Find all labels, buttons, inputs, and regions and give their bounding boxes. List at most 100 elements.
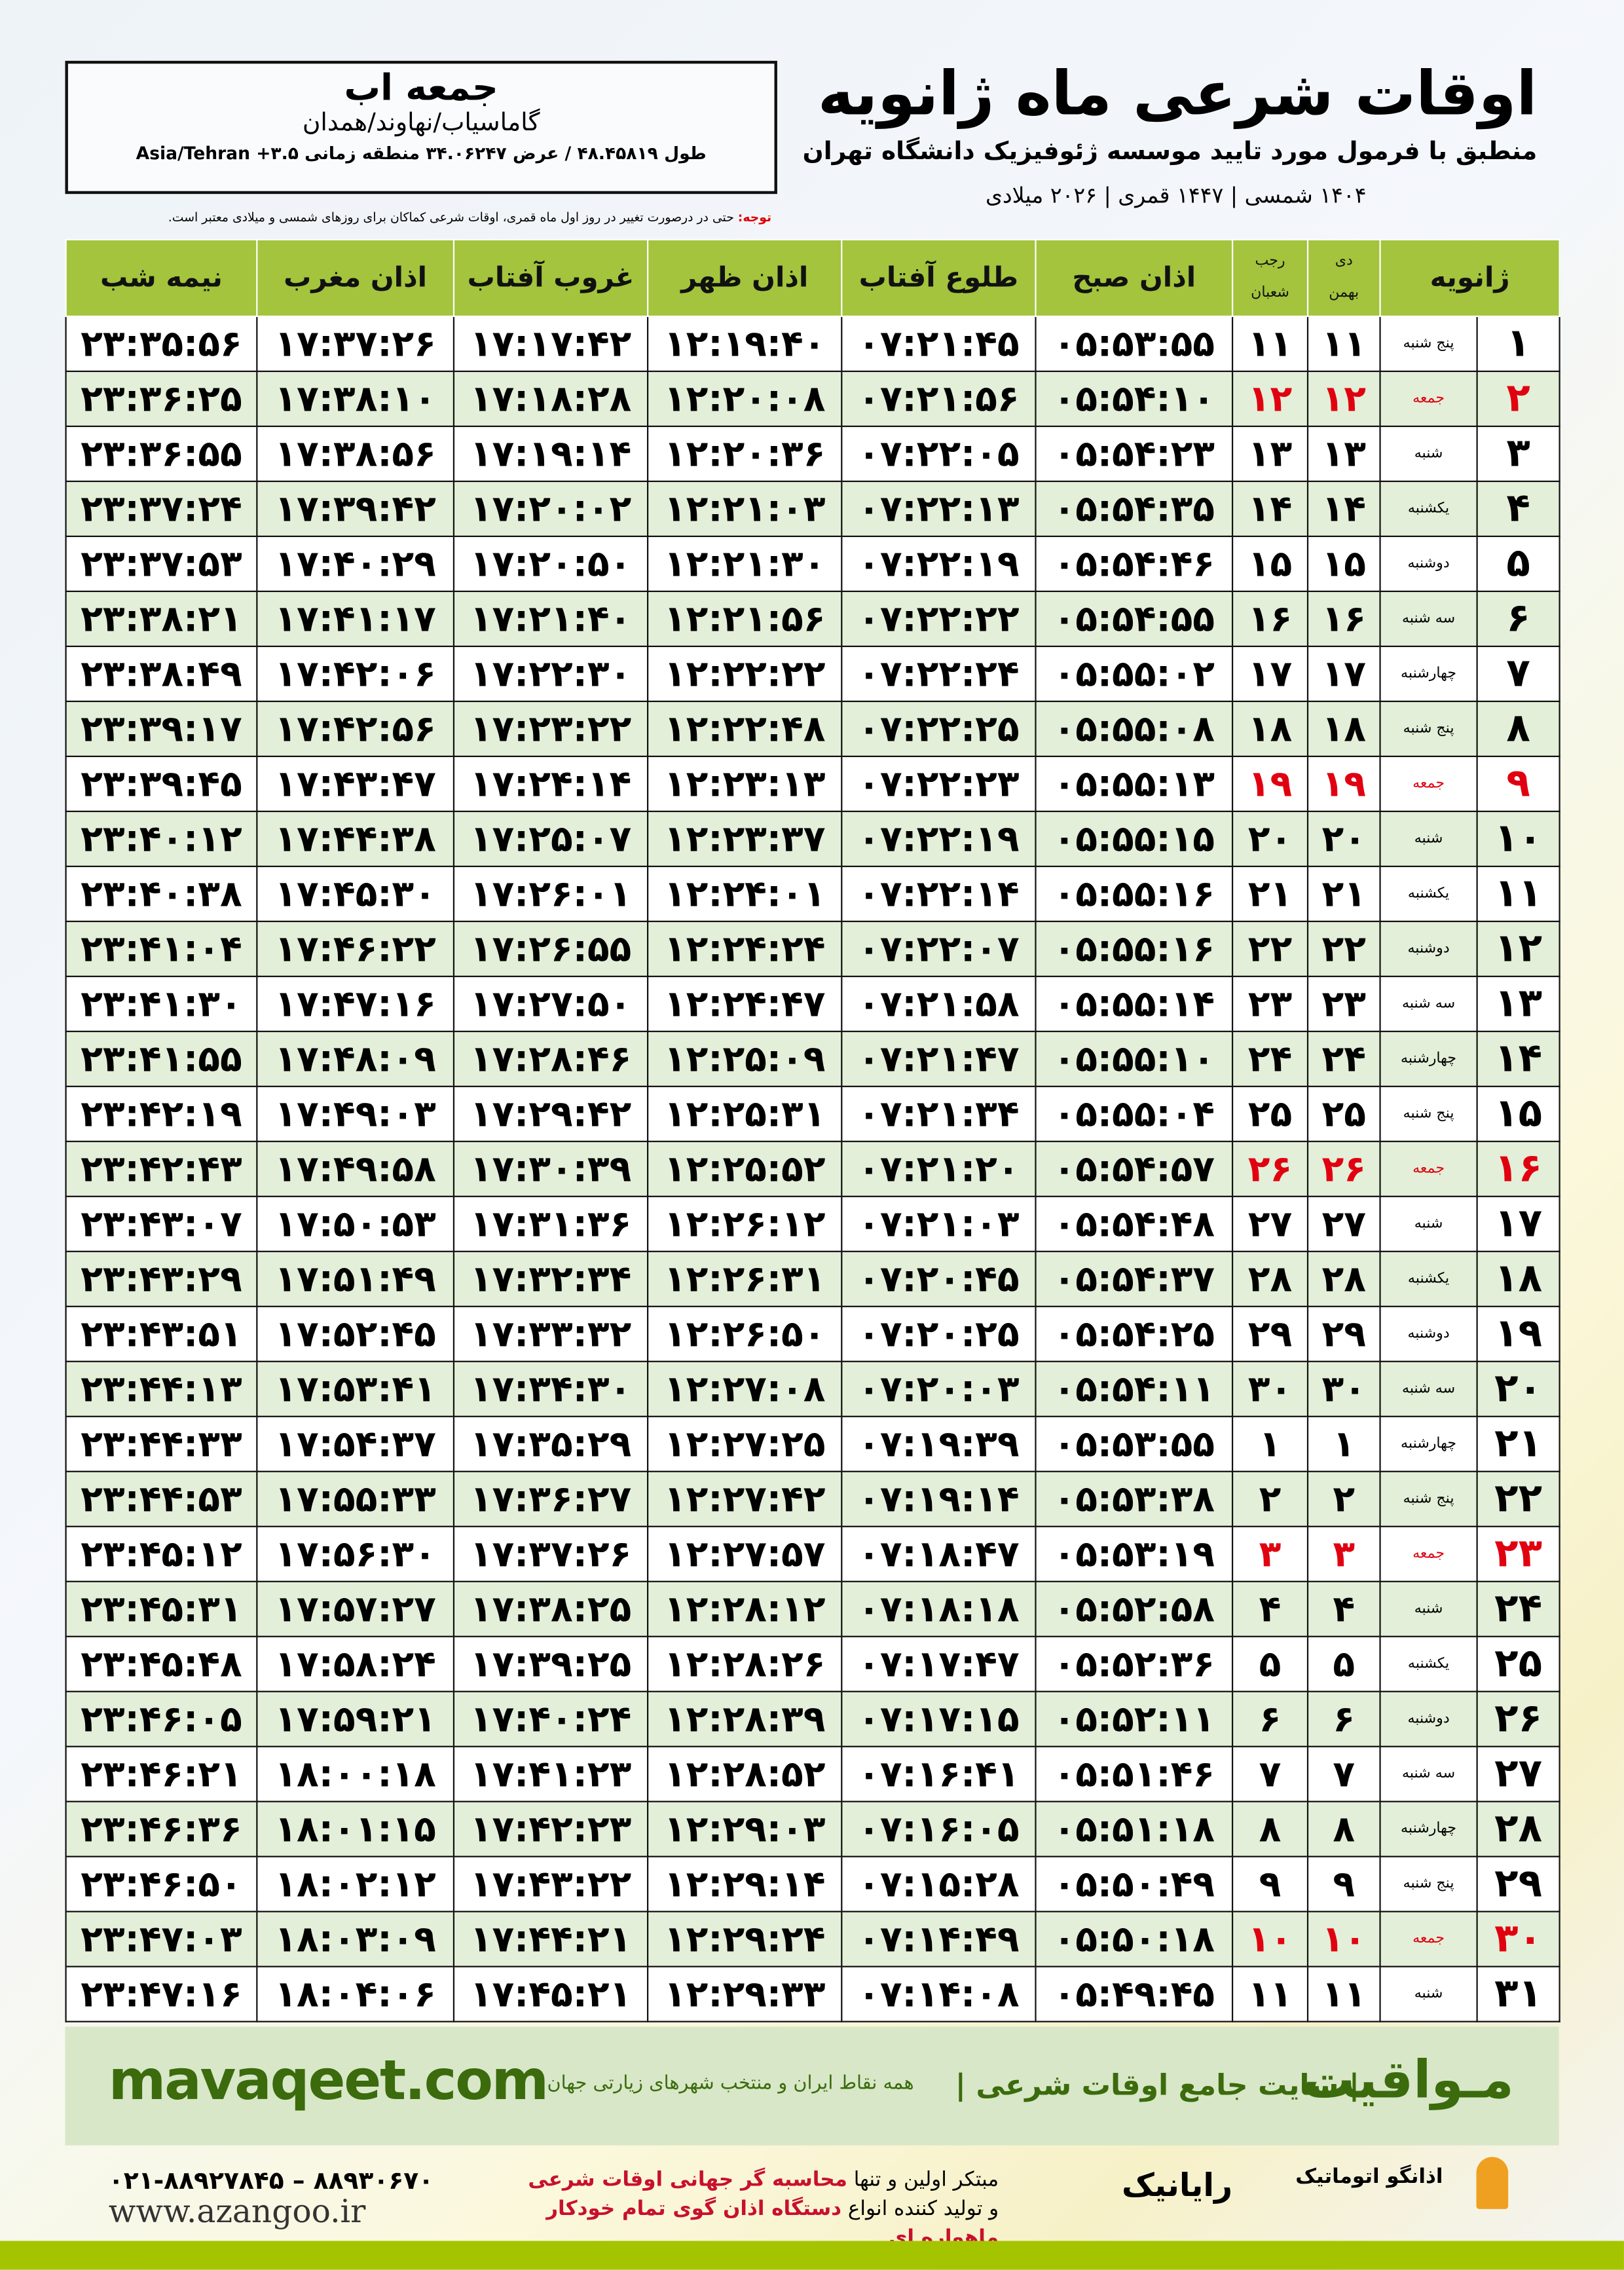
cell-weekday: یکشنبه	[1379, 1635, 1478, 1692]
cell-sunset: ۱۷:۲۷:۵۰	[452, 975, 649, 1032]
table-row: ۷ چهارشنبه ۱۷ ۱۷ ۰۵:۵۵:۰۲ ۰۷:۲۲:۲۴ ۱۲:۲۲:۲۲ ۱۷:…	[65, 645, 1560, 702]
cell-lunar-day: ۲۴	[1231, 1030, 1309, 1087]
table-row: ۲۷ سه شنبه ۷ ۷ ۰۵:۵۱:۴۶ ۰۷:۱۶:۴۱ ۱۲:۲۸:۵۲ ۱۷:۴۱…	[65, 1745, 1560, 1802]
cell-lunar-day: ۱۲	[1231, 370, 1309, 428]
cell-maghrib: ۱۷:۵۵:۳۳	[256, 1470, 455, 1527]
cell-sunset: ۱۷:۳۵:۲۹	[452, 1415, 649, 1472]
cell-dhuhr: ۱۲:۲۸:۱۲	[647, 1580, 843, 1637]
note-text: حتی در درصورت تغییر در روز اول ماه قمری،…	[168, 211, 738, 226]
cell-midnight: ۲۳:۴۳:۲۹	[65, 1250, 258, 1307]
cell-solar-day: ۱۵	[1306, 535, 1381, 593]
cell-weekday: چهارشنبه	[1379, 1800, 1478, 1857]
cell-dhuhr: ۱۲:۲۵:۰۹	[647, 1030, 843, 1087]
cell-sunrise: ۰۷:۱۸:۱۸	[841, 1580, 1037, 1637]
cell-fajr: ۰۵:۵۰:۴۹	[1035, 1855, 1234, 1912]
cell-lunar-day: ۲۹	[1231, 1305, 1309, 1362]
cell-day: ۵	[1476, 535, 1560, 593]
cell-weekday: یکشنبه	[1379, 1250, 1478, 1307]
cell-day: ۲۵	[1476, 1635, 1560, 1692]
location-city: جمعه اب	[344, 66, 498, 109]
table-row: ۴ یکشنبه ۱۴ ۱۴ ۰۵:۵۴:۳۵ ۰۷:۲۲:۱۳ ۱۲:۲۱:۰۳ ۱۷:۲۰…	[65, 480, 1560, 538]
header-sunset: غروب آفتاب	[452, 238, 649, 318]
cell-sunrise: ۰۷:۱۴:۴۹	[841, 1910, 1037, 1967]
cell-sunset: ۱۷:۴۱:۲۳	[452, 1745, 649, 1802]
cell-sunrise: ۰۷:۲۱:۴۷	[841, 1030, 1037, 1087]
cell-weekday: سه شنبه	[1379, 590, 1478, 648]
cell-dhuhr: ۱۲:۲۷:۵۷	[647, 1525, 843, 1582]
cell-dhuhr: ۱۲:۲۹:۱۴	[647, 1855, 843, 1912]
cell-day: ۲۹	[1476, 1855, 1560, 1912]
cell-maghrib: ۱۷:۴۲:۰۶	[256, 645, 455, 702]
table-row: ۲۱ چهارشنبه ۱ ۱ ۰۵:۵۳:۵۵ ۰۷:۱۹:۳۹ ۱۲:۲۷:۲۵ ۱۷:۳…	[65, 1415, 1560, 1472]
cell-midnight: ۲۳:۴۲:۱۹	[65, 1085, 258, 1142]
cell-weekday: دوشنبه	[1379, 1690, 1478, 1747]
cell-maghrib: ۱۷:۵۴:۳۷	[256, 1415, 455, 1472]
cell-weekday: دوشنبه	[1379, 535, 1478, 593]
cell-maghrib: ۱۷:۵۱:۴۹	[256, 1250, 455, 1307]
table-row: ۱۸ یکشنبه ۲۸ ۲۸ ۰۵:۵۴:۳۷ ۰۷:۲۰:۴۵ ۱۲:۲۶:۳۱ ۱۷:۳…	[65, 1250, 1560, 1307]
azangoo-logo: اذانگو اتوماتیک	[1295, 2165, 1443, 2189]
cell-sunset: ۱۷:۳۷:۲۶	[452, 1525, 649, 1582]
header-solar-top: دی	[1335, 253, 1353, 270]
cell-lunar-day: ۱۴	[1231, 480, 1309, 538]
cell-fajr: ۰۵:۵۱:۱۸	[1035, 1800, 1234, 1857]
cell-dhuhr: ۱۲:۲۱:۳۰	[647, 535, 843, 593]
cell-maghrib: ۱۸:۰۲:۱۲	[256, 1855, 455, 1912]
cell-day: ۲۰	[1476, 1360, 1560, 1417]
cell-maghrib: ۱۷:۵۲:۴۵	[256, 1305, 455, 1362]
cell-maghrib: ۱۷:۴۹:۰۳	[256, 1085, 455, 1142]
cell-dhuhr: ۱۲:۲۴:۲۴	[647, 920, 843, 977]
cell-sunset: ۱۷:۲۱:۴۰	[452, 590, 649, 648]
cell-fajr: ۰۵:۵۵:۰۸	[1035, 700, 1234, 757]
cell-maghrib: ۱۷:۵۷:۲۷	[256, 1580, 455, 1637]
cell-day: ۳۱	[1476, 1965, 1560, 2022]
cell-solar-day: ۸	[1306, 1800, 1381, 1857]
cell-day: ۲۳	[1476, 1525, 1560, 1582]
cell-weekday: سه شنبه	[1379, 1360, 1478, 1417]
mavaqeet-logo: مـواقیت	[1302, 2051, 1514, 2111]
cell-sunrise: ۰۷:۲۱:۰۳	[841, 1195, 1037, 1252]
cell-dhuhr: ۱۲:۲۵:۳۱	[647, 1085, 843, 1142]
mavaqeet-url[interactable]: mavaqeet.com	[108, 2048, 549, 2112]
cell-maghrib: ۱۷:۵۸:۲۴	[256, 1635, 455, 1692]
cell-sunset: ۱۷:۱۸:۲۸	[452, 370, 649, 428]
cell-sunset: ۱۷:۲۸:۴۶	[452, 1030, 649, 1087]
cell-dhuhr: ۱۲:۲۹:۳۳	[647, 1965, 843, 2022]
cell-sunset: ۱۷:۲۳:۲۲	[452, 700, 649, 757]
cell-solar-day: ۲۸	[1306, 1250, 1381, 1307]
cell-solar-day: ۱۷	[1306, 645, 1381, 702]
cell-sunrise: ۰۷:۱۹:۳۹	[841, 1415, 1037, 1472]
cell-weekday: شنبه	[1379, 810, 1478, 867]
cell-sunset: ۱۷:۴۵:۲۱	[452, 1965, 649, 2022]
azangoo-website[interactable]: www.azangoo.ir	[108, 2194, 366, 2231]
cell-weekday: جمعه	[1379, 1525, 1478, 1582]
cell-lunar-day: ۲۶	[1231, 1140, 1309, 1197]
cell-dhuhr: ۱۲:۲۹:۰۳	[647, 1800, 843, 1857]
table-row: ۲۸ چهارشنبه ۸ ۸ ۰۵:۵۱:۱۸ ۰۷:۱۶:۰۵ ۱۲:۲۹:۰۳ ۱۷:۴…	[65, 1800, 1560, 1857]
header-sunrise: طلوع آفتاب	[841, 238, 1037, 318]
header-maghrib: اذان مغرب	[256, 238, 455, 318]
cell-weekday: شنبه	[1379, 1580, 1478, 1637]
cell-day: ۲۷	[1476, 1745, 1560, 1802]
cell-lunar-day: ۲۷	[1231, 1195, 1309, 1252]
cell-lunar-day: ۱۱	[1231, 1965, 1309, 2022]
cell-weekday: سه شنبه	[1379, 1745, 1478, 1802]
mavaqeet-banner	[65, 2026, 1559, 2146]
cell-dhuhr: ۱۲:۲۶:۱۲	[647, 1195, 843, 1252]
cell-midnight: ۲۳:۴۱:۰۴	[65, 920, 258, 977]
cell-maghrib: ۱۷:۵۳:۴۱	[256, 1360, 455, 1417]
cell-solar-day: ۳۰	[1306, 1360, 1381, 1417]
header-fajr: اذان صبح	[1035, 238, 1234, 318]
table-row: ۸ پنج شنبه ۱۸ ۱۸ ۰۵:۵۵:۰۸ ۰۷:۲۲:۲۵ ۱۲:۲۲:۴۸ ۱۷:…	[65, 700, 1560, 757]
header-solar-month: دی بهمن	[1306, 238, 1381, 318]
cell-sunset: ۱۷:۲۴:۱۴	[452, 755, 649, 812]
cell-dhuhr: ۱۲:۲۲:۴۸	[647, 700, 843, 757]
table-row: ۶ سه شنبه ۱۶ ۱۶ ۰۵:۵۴:۵۵ ۰۷:۲۲:۲۲ ۱۲:۲۱:۵۶ ۱۷:۲…	[65, 590, 1560, 648]
cell-day: ۲	[1476, 370, 1560, 428]
cell-fajr: ۰۵:۵۵:۰۴	[1035, 1085, 1234, 1142]
location-box: جمعه اب گاماسیاب/نهاوند/همدان طول ۴۸.۴۵۸…	[65, 60, 777, 195]
table-row: ۹ جمعه ۱۹ ۱۹ ۰۵:۵۵:۱۳ ۰۷:۲۲:۲۳ ۱۲:۲۳:۱۳ ۱۷:۲۴:۱…	[65, 755, 1560, 812]
cell-weekday: پنج شنبه	[1379, 1470, 1478, 1527]
cell-sunrise: ۰۷:۲۲:۲۲	[841, 590, 1037, 648]
note: توجه: حتی در درصورت تغییر در روز اول ماه…	[65, 212, 771, 226]
